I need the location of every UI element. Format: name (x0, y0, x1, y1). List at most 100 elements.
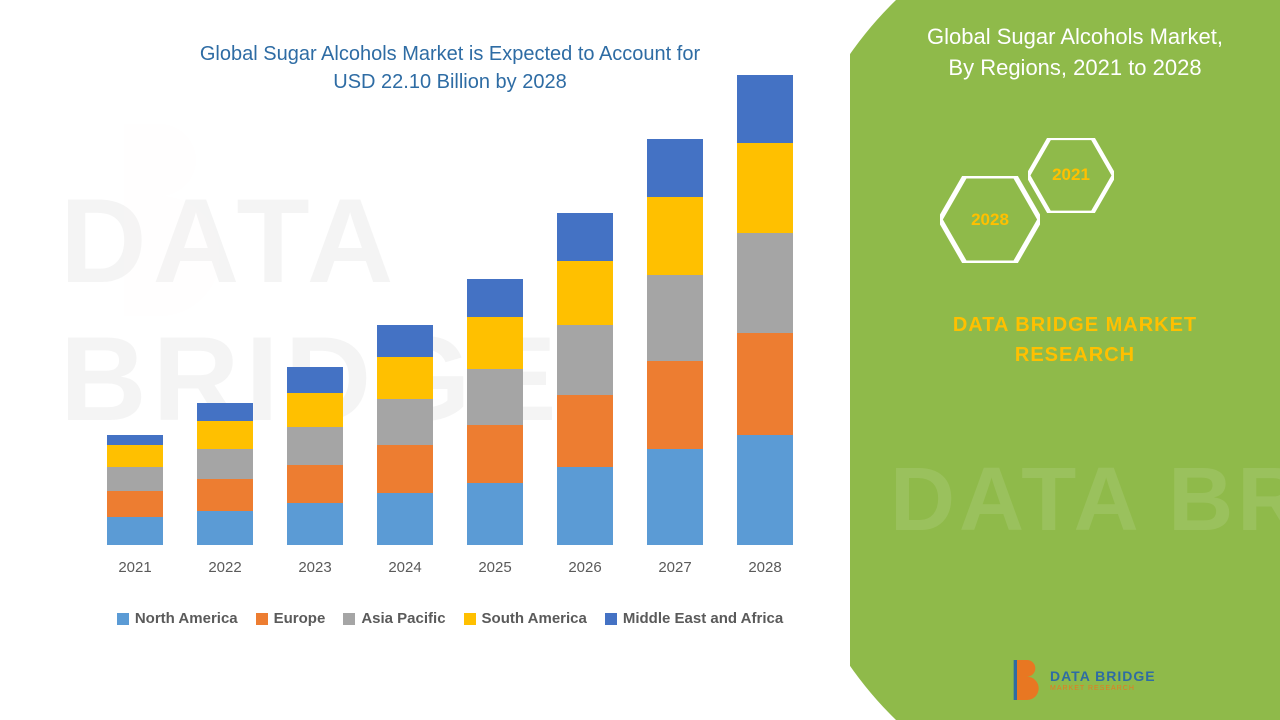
bar-segment (287, 367, 343, 393)
bar-segment (557, 261, 613, 325)
hex-badge: 2028 (940, 176, 1040, 263)
legend-item: Asia Pacific (343, 610, 445, 627)
bar-segment (107, 445, 163, 467)
legend-item: North America (117, 610, 238, 627)
x-axis-label: 2025 (478, 559, 511, 576)
logo-b-icon (1010, 660, 1044, 700)
stacked-bar (647, 139, 703, 545)
bar-segment (647, 197, 703, 275)
hex-label: 2028 (971, 210, 1009, 230)
logo-sub: MARKET RESEARCH (1050, 685, 1156, 692)
legend-item: South America (464, 610, 587, 627)
x-axis-label: 2026 (568, 559, 601, 576)
x-axis-label: 2021 (118, 559, 151, 576)
legend-swatch (343, 613, 355, 625)
legend-item: Middle East and Africa (605, 610, 783, 627)
bar-group: 2023 (275, 367, 354, 576)
stacked-bar (737, 75, 793, 545)
bar-segment (377, 399, 433, 445)
bar-segment (737, 333, 793, 435)
bar-group: 2021 (95, 435, 174, 576)
bar-segment (647, 361, 703, 449)
bar-segment (197, 511, 253, 545)
bar-segment (197, 479, 253, 511)
stacked-bar (197, 403, 253, 545)
bar-segment (107, 491, 163, 517)
hex-label: 2021 (1052, 165, 1090, 185)
bar-segment (197, 449, 253, 479)
stacked-bar (287, 367, 343, 545)
bar-segment (107, 467, 163, 491)
bar-segment (737, 435, 793, 545)
bar-segment (557, 395, 613, 467)
legend-label: Middle East and Africa (623, 610, 783, 627)
legend-label: South America (482, 610, 587, 627)
x-axis-label: 2023 (298, 559, 331, 576)
chart-title-line1: Global Sugar Alcohols Market is Expected… (200, 43, 700, 65)
x-axis-label: 2028 (748, 559, 781, 576)
sidebar-watermark: DATA BRIDGE (890, 370, 1280, 630)
bar-segment (467, 317, 523, 369)
bar-segment (557, 213, 613, 261)
bar-segment (557, 325, 613, 395)
bar-segment (737, 233, 793, 333)
bar-segment (377, 445, 433, 493)
logo-text: DATA BRIDGE MARKET RESEARCH (1050, 669, 1156, 692)
bar-segment (287, 427, 343, 465)
logo-main: DATA BRIDGE (1050, 669, 1156, 683)
hex-badge: 2021 (1028, 138, 1114, 213)
chart-legend: North America Europe Asia Pacific South Ame… (80, 610, 820, 627)
bar-segment (107, 435, 163, 445)
legend-swatch (117, 613, 129, 625)
bar-segment (377, 325, 433, 357)
stacked-bar (467, 279, 523, 545)
bar-segment (647, 139, 703, 197)
chart-title-line2: USD 22.10 Billion by 2028 (333, 71, 566, 93)
bar-group: 2027 (635, 139, 714, 576)
bar-segment (647, 275, 703, 361)
stacked-bar-chart: 2021 2022 2023 2024 2025 2026 2027 2028 (80, 136, 820, 576)
bar-segment (467, 369, 523, 425)
bar-segment (287, 393, 343, 427)
bar-group: 2026 (545, 213, 624, 576)
x-axis-label: 2024 (388, 559, 421, 576)
bar-segment (287, 503, 343, 545)
x-axis-label: 2027 (658, 559, 691, 576)
bar-segment (737, 75, 793, 143)
bar-group: 2028 (725, 75, 804, 576)
stacked-bar (107, 435, 163, 545)
sidebar-title-line1: Global Sugar Alcohols Market, (927, 24, 1223, 49)
bar-group: 2025 (455, 279, 534, 576)
bar-segment (107, 517, 163, 545)
chart-title: Global Sugar Alcohols Market is Expected… (80, 40, 820, 96)
x-axis-label: 2022 (208, 559, 241, 576)
bar-group: 2022 (185, 403, 264, 576)
legend-swatch (605, 613, 617, 625)
hex-badges: 2028 2021 (940, 130, 1180, 290)
bar-group: 2024 (365, 325, 444, 576)
bar-segment (287, 465, 343, 503)
sidebar-brand-text: DATA BRIDGE MARKET RESEARCH (920, 310, 1230, 370)
legend-item: Europe (256, 610, 326, 627)
bar-segment (467, 279, 523, 317)
legend-swatch (256, 613, 268, 625)
legend-swatch (464, 613, 476, 625)
bar-segment (197, 421, 253, 449)
bar-segment (377, 493, 433, 545)
bar-segment (197, 403, 253, 421)
chart-panel: DATA BRIDGE Global Sugar Alcohols Market… (0, 0, 850, 720)
bar-segment (377, 357, 433, 399)
bar-segment (647, 449, 703, 545)
sidebar-title-line2: By Regions, 2021 to 2028 (948, 55, 1201, 80)
stacked-bar (557, 213, 613, 545)
bar-segment (467, 483, 523, 545)
sidebar-panel: Global Sugar Alcohols Market, By Regions… (850, 0, 1280, 720)
bar-segment (467, 425, 523, 483)
bar-segment (737, 143, 793, 233)
stacked-bar (377, 325, 433, 545)
legend-label: Europe (274, 610, 326, 627)
sidebar-title: Global Sugar Alcohols Market, By Regions… (910, 22, 1240, 84)
legend-label: North America (135, 610, 238, 627)
bar-segment (557, 467, 613, 545)
legend-label: Asia Pacific (361, 610, 445, 627)
